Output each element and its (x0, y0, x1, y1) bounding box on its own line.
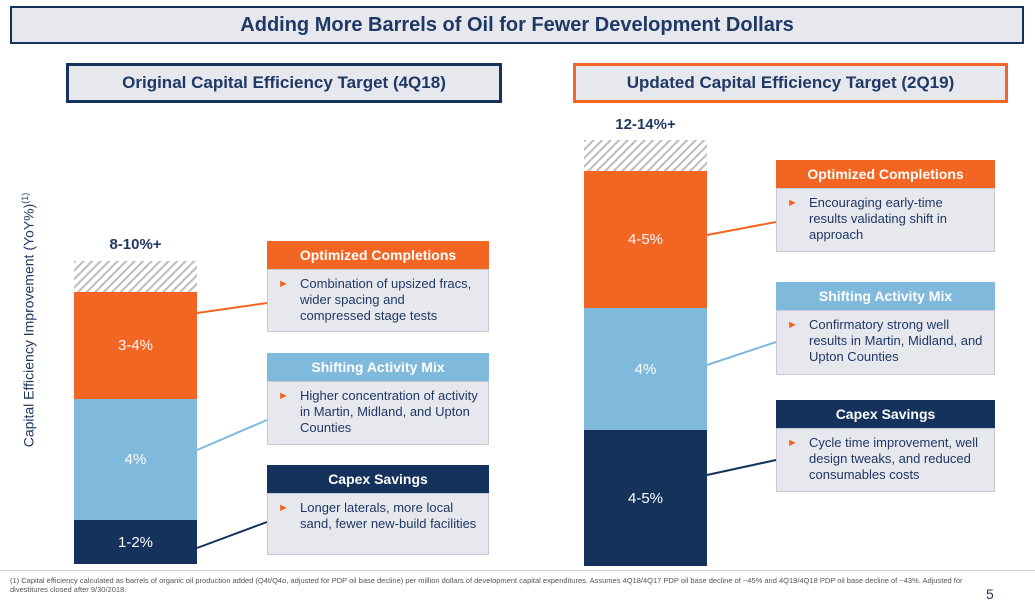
left-capex-connector (196, 521, 268, 549)
footnote: (1) Capital efficiency calculated as bar… (10, 576, 963, 594)
left-section-header: Original Capital Efficiency Target (4Q18… (66, 63, 502, 103)
left-activity-bullet: Higher concentration of activity in Mart… (300, 388, 478, 435)
left-activity-segment: 4% (74, 399, 197, 520)
left-activity-card-body: ► Higher concentration of activity in Ma… (267, 381, 489, 445)
left-capex-value: 1-2% (117, 533, 154, 551)
left-capex-card-title: Capex Savings (267, 465, 489, 493)
left-completions-card-title: Optimized Completions (267, 241, 489, 269)
right-completions-value: 4-5% (627, 231, 664, 248)
right-capex-segment: 4-5% (584, 430, 707, 566)
right-activity-connector (706, 341, 777, 366)
right-completions-card-title: Optimized Completions (776, 160, 995, 188)
bullet-arrow-icon: ► (787, 319, 798, 331)
left-completions-value: 3-4% (117, 337, 154, 354)
right-activity-card-title: Shifting Activity Mix (776, 282, 995, 310)
left-activity-value: 4% (124, 451, 147, 468)
left-upside-hatch (74, 261, 197, 292)
right-section-header: Updated Capital Efficiency Target (2Q19) (573, 63, 1008, 103)
left-activity-connector (196, 419, 268, 451)
left-capex-segment: 1-2% (74, 520, 197, 564)
page-number: 5 (986, 586, 994, 602)
bullet-arrow-icon: ► (278, 278, 289, 290)
bullet-arrow-icon: ► (278, 502, 289, 514)
right-capex-value: 4-5% (627, 489, 664, 507)
right-total-label: 12-14%+ (615, 116, 676, 133)
right-completions-card-body: ► Encouraging early-time results validat… (776, 188, 995, 252)
left-activity-card-title: Shifting Activity Mix (267, 353, 489, 381)
left-capex-bullet: Longer laterals, more local sand, fewer … (300, 500, 477, 531)
right-activity-segment: 4% (584, 308, 707, 430)
left-completions-bullet: Combination of upsized fracs, wider spac… (300, 276, 472, 323)
bullet-arrow-icon: ► (278, 390, 289, 402)
right-capex-card-title: Capex Savings (776, 400, 995, 428)
right-capex-card-body: ► Cycle time improvement, well design tw… (776, 428, 995, 492)
left-capex-card-body: ► Longer laterals, more local sand, fewe… (267, 493, 489, 555)
left-completions-card-body: ► Combination of upsized fracs, wider sp… (267, 269, 489, 332)
right-activity-bullet: Confirmatory strong well results in Mart… (809, 317, 983, 364)
right-capex-connector (706, 459, 777, 476)
bullet-arrow-icon: ► (787, 437, 798, 449)
left-total-label: 8-10%+ (109, 236, 162, 253)
bullet-arrow-icon: ► (787, 197, 798, 209)
right-activity-card-body: ► Confirmatory strong well results in Ma… (776, 310, 995, 375)
right-completions-connector (706, 221, 777, 236)
right-activity-value: 4% (634, 360, 657, 378)
right-capex-bullet: Cycle time improvement, well design twea… (809, 435, 979, 482)
footer-divider (0, 570, 1035, 571)
right-completions-segment: 4-5% (584, 171, 707, 308)
right-completions-bullet: Encouraging early-time results validatin… (809, 195, 948, 242)
left-completions-segment: 3-4% (74, 292, 197, 399)
slide-title: Adding More Barrels of Oil for Fewer Dev… (10, 6, 1024, 44)
right-upside-hatch (584, 140, 707, 171)
left-completions-connector (196, 302, 268, 314)
